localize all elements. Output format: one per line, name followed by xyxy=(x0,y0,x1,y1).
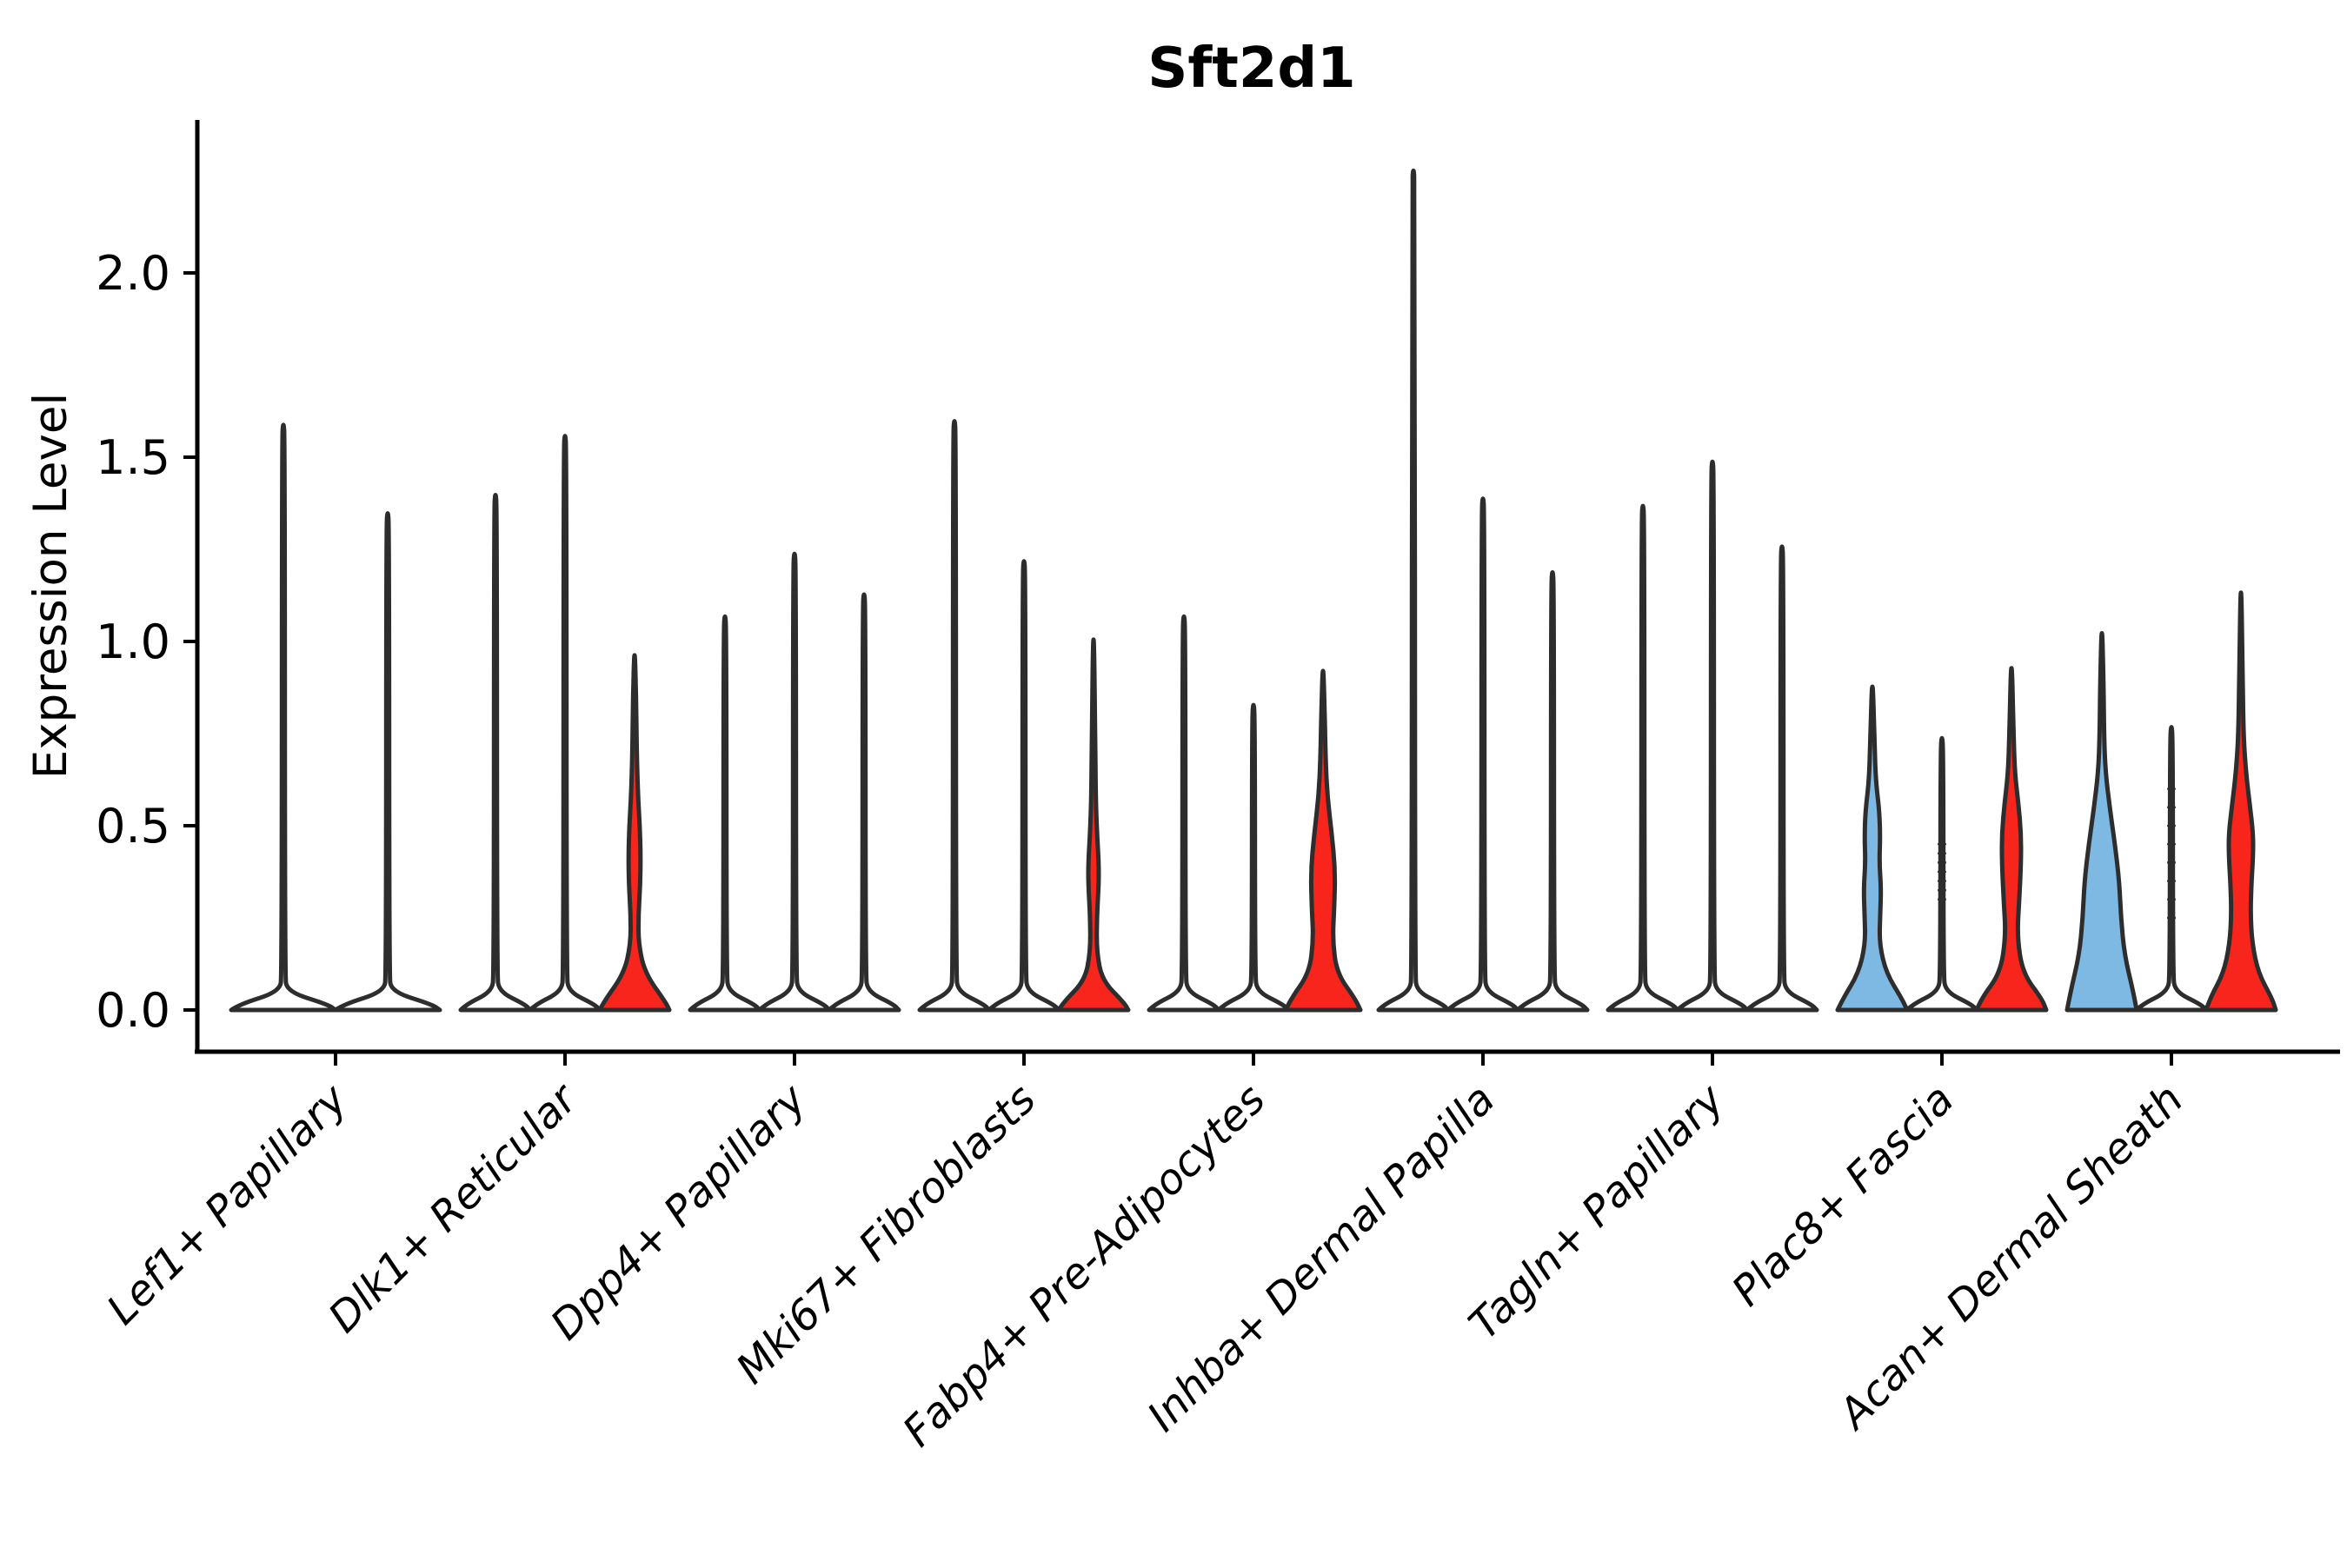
violin-group-8 xyxy=(1835,666,2049,1013)
y-tick-label: 0.5 xyxy=(96,799,170,854)
violin-mki67-fibroblasts-1 xyxy=(917,419,992,1013)
violin-dpp4-papillary-3 xyxy=(827,592,901,1013)
violin-plac8-fascia-2 xyxy=(1905,735,1979,1013)
x-tick-label: Dlk1+ Reticular xyxy=(319,1073,588,1343)
x-tick-label: Dpp4+ Papillary xyxy=(542,1074,816,1349)
y-tick-label: 1.5 xyxy=(96,430,170,485)
violin-mki67-fibroblasts-2 xyxy=(987,559,1061,1013)
y-axis-ticks: 0.0 0.5 1.0 1.5 2.0 xyxy=(96,246,197,1038)
violin-dpp4-papillary-2 xyxy=(757,551,832,1013)
violin-group-5 xyxy=(1147,614,1363,1013)
x-tick-label: Fabp4+ Pre-Adipocytes xyxy=(894,1075,1275,1457)
violin-acan-dermal-sheath-1 xyxy=(2064,630,2139,1013)
y-tick-label: 0.0 xyxy=(96,983,170,1038)
violin-group-7 xyxy=(1606,459,1819,1013)
violin-tagln-papillary-1 xyxy=(1606,503,1680,1013)
violin-dpp4-papillary-1 xyxy=(688,614,762,1013)
violin-inhba-dermal-papilla-3 xyxy=(1515,570,1590,1013)
violin-lef1-papillary-1 xyxy=(229,422,338,1013)
violin-plac8-fascia-3 xyxy=(1974,666,2049,1013)
y-axis-title: Expression Level xyxy=(24,393,77,779)
violin-dlk1-reticular-2 xyxy=(528,434,602,1013)
x-tick-label: Tagln+ Papillary xyxy=(1459,1074,1734,1349)
x-tick-label: Lef1+ Papillary xyxy=(97,1074,357,1334)
violin-tagln-papillary-3 xyxy=(1745,544,1819,1013)
y-tick-label: 2.0 xyxy=(96,246,170,301)
violin-fabp4-pre-adipocytes-1 xyxy=(1147,614,1221,1013)
violin-inhba-dermal-papilla-2 xyxy=(1446,496,1520,1013)
violin-group-3 xyxy=(688,551,901,1013)
violin-mki67-fibroblasts-3 xyxy=(1056,637,1131,1013)
y-tick-label: 1.0 xyxy=(96,615,170,669)
violin-acan-dermal-sheath-2 xyxy=(2134,725,2209,1013)
violin-group-6 xyxy=(1376,168,1590,1013)
violin-fabp4-pre-adipocytes-2 xyxy=(1216,702,1291,1013)
x-tick-label: Plac8+ Fascia xyxy=(1723,1075,1964,1316)
violin-plac8-fascia-1 xyxy=(1835,684,1910,1013)
violin-group-4 xyxy=(917,419,1131,1013)
violin-group-9 xyxy=(2064,590,2278,1013)
plot-title: Sft2d1 xyxy=(1147,37,1355,101)
violin-fabp4-pre-adipocytes-3 xyxy=(1283,668,1363,1013)
violin-group-1 xyxy=(229,422,442,1013)
violin-tagln-papillary-2 xyxy=(1675,459,1750,1013)
violin-inhba-dermal-papilla-1 xyxy=(1376,168,1451,1013)
violin-dlk1-reticular-1 xyxy=(458,492,533,1013)
violin-group-2 xyxy=(458,434,672,1013)
violin-acan-dermal-sheath-3 xyxy=(2204,590,2278,1013)
violin-lef1-papillary-2 xyxy=(333,511,442,1013)
violin-series xyxy=(229,168,2278,1013)
violin-dlk1-reticular-3 xyxy=(597,653,672,1013)
